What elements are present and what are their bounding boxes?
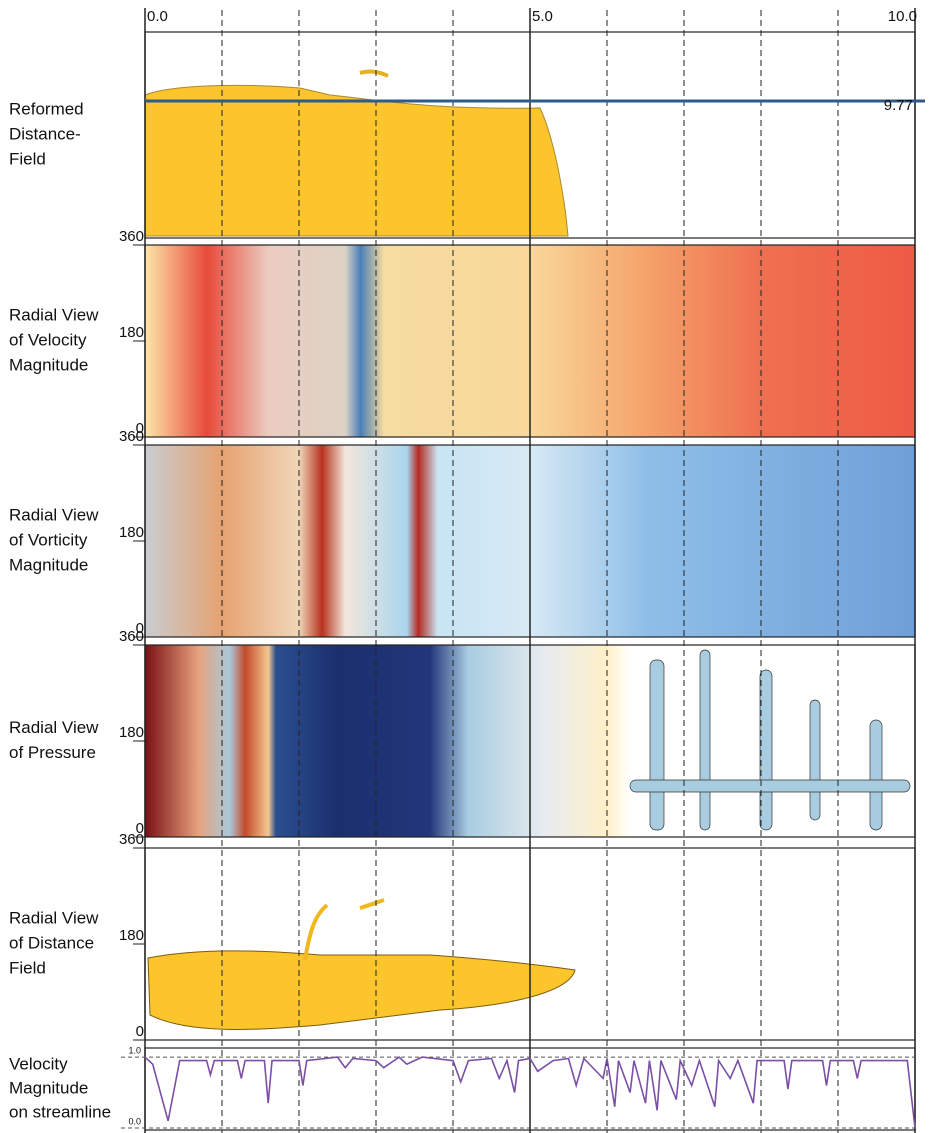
y-tick-label: 0 [136, 420, 144, 437]
panel-label: Distance- [9, 124, 81, 143]
panel-label: of Pressure [9, 743, 96, 762]
panel-label: Field [9, 958, 46, 977]
y-tick-label: 180 [119, 524, 144, 541]
panel-label: Radial View [9, 505, 99, 524]
y-tick-label: 180 [119, 724, 144, 741]
panel-label: Magnitude [9, 355, 88, 374]
panel-label: Magnitude [9, 555, 88, 574]
y-tick-label: 1.0 [128, 1045, 141, 1055]
panel-label: of Velocity [9, 330, 87, 349]
y-tick-label: 0.0 [128, 1116, 141, 1126]
panel-label: Radial View [9, 908, 99, 927]
x-tick-label: 0.0 [147, 8, 168, 25]
x-tick-label: 10.0 [888, 8, 917, 25]
y-tick-label: 360 [119, 228, 144, 245]
y-tick-label: 360 [119, 831, 144, 848]
velocity-line [144, 1056, 916, 1129]
pressure-blobs [629, 649, 911, 831]
panel-label: Radial View [9, 718, 99, 737]
panel-label: Reformed [9, 99, 84, 118]
distance-field-image [359, 898, 385, 910]
panel-label: Magnitude [9, 1078, 88, 1097]
panel-label: of Vorticity [9, 530, 88, 549]
y-tick-label: 0 [136, 620, 144, 637]
distance-field-image [144, 84, 569, 237]
y-tick-label: 0 [136, 1023, 144, 1040]
threshold-label: 9.77 [884, 97, 913, 114]
y-tick-label: 360 [119, 628, 144, 645]
y-tick-label: 360 [119, 428, 144, 445]
y-tick-label: 0 [136, 820, 144, 837]
y-tick-label: 180 [119, 324, 144, 341]
distance-field-image [147, 950, 576, 1030]
distance-field-image [303, 903, 329, 961]
panel-label: Velocity [9, 1054, 68, 1073]
x-tick-label: 5.0 [532, 8, 553, 25]
panel-label: of Distance [9, 933, 94, 952]
panel-label: Radial View [9, 305, 99, 324]
distance-field-image [359, 69, 389, 78]
panel-label: Field [9, 149, 46, 168]
panel-label: on streamline [9, 1102, 111, 1121]
y-tick-label: 180 [119, 927, 144, 944]
